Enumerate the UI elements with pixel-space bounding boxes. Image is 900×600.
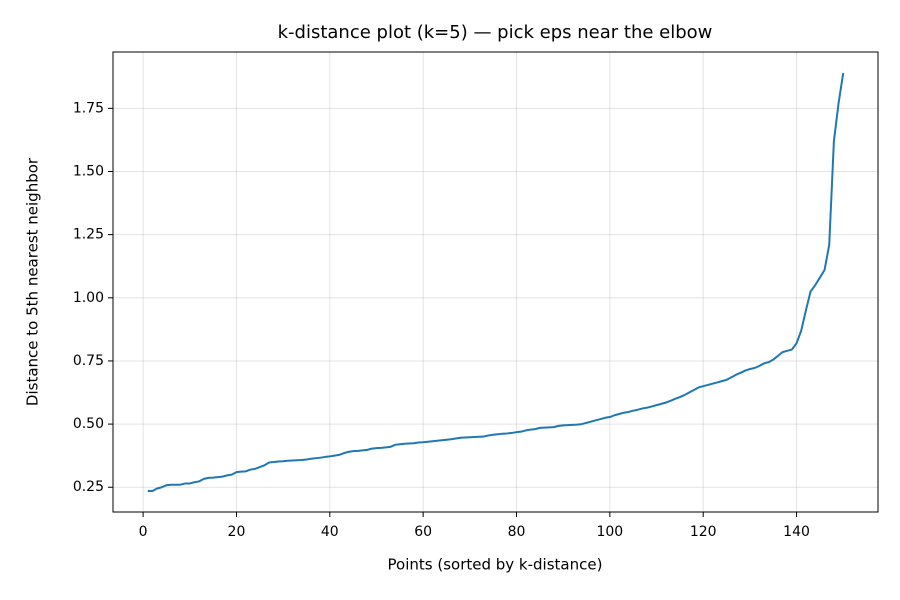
y-tick-label: 1.25 [73, 227, 104, 243]
y-tick-label: 0.25 [73, 479, 104, 495]
chart-title: k-distance plot (k=5) — pick eps near th… [278, 22, 713, 43]
x-tick-label: 20 [228, 524, 246, 540]
data-line [147, 72, 845, 493]
y-tick-label: 1.00 [73, 290, 104, 306]
y-tick-label: 1.75 [73, 100, 104, 116]
x-axis-label: Points (sorted by k-distance) [388, 556, 603, 574]
y-tick-label: 1.50 [73, 163, 104, 179]
x-tick-label: 140 [783, 524, 810, 540]
x-tick-label: 120 [690, 524, 717, 540]
plot-frame [112, 51, 879, 513]
x-tick-label: 40 [321, 524, 339, 540]
y-tick-label: 0.50 [73, 416, 104, 432]
y-axis-label: Distance to 5th nearest neighbor [24, 157, 42, 406]
x-tick-label: 60 [414, 524, 432, 540]
y-tick-label: 0.75 [73, 353, 104, 369]
x-tick-label: 100 [596, 524, 623, 540]
x-tick-label: 80 [508, 524, 526, 540]
x-tick-label: 0 [139, 524, 148, 540]
